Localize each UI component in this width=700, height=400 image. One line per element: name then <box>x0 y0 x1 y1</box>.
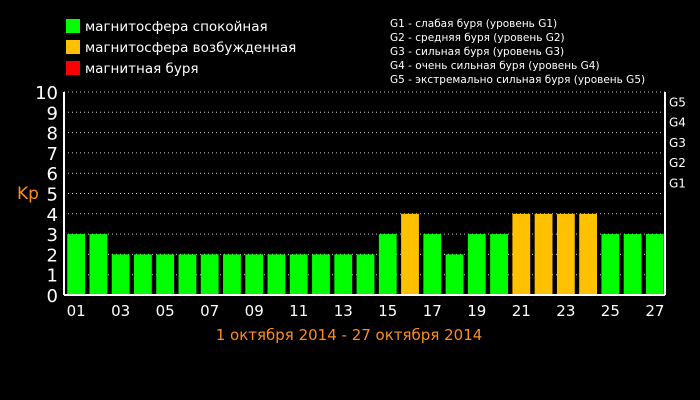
bar-18 <box>445 254 464 295</box>
y-tick-label: 8 <box>47 124 58 145</box>
storm-tick-g1: G1 <box>669 177 686 191</box>
x-tick-label: 03 <box>111 302 130 320</box>
storm-tick-labels: G1 G2 G3 G4 G5 <box>669 95 686 190</box>
x-tick-label: 09 <box>245 302 264 320</box>
bar-11 <box>289 254 308 295</box>
bar-01 <box>67 234 86 295</box>
y-tick-label: 7 <box>47 144 58 165</box>
x-tick-label: 21 <box>512 302 531 320</box>
storm-level-g4: G4 - очень сильная буря (уровень G4) <box>390 60 600 72</box>
storm-levels-legend: G1 - слабая буря (уровень G1) G2 - средн… <box>390 18 645 86</box>
y-tick-label: 2 <box>47 245 58 266</box>
x-axis-title: 1 октября 2014 - 27 октября 2014 <box>216 326 483 344</box>
storm-tick-g2: G2 <box>669 156 686 170</box>
bar-05 <box>156 254 175 295</box>
storm-tick-g4: G4 <box>669 116 686 130</box>
grid <box>64 91 665 276</box>
axes <box>63 92 666 296</box>
bar-16 <box>401 213 419 295</box>
legend-swatch-excited <box>66 40 80 54</box>
storm-level-g2: G2 - средняя буря (уровень G2) <box>390 32 565 44</box>
bar-27 <box>645 234 664 295</box>
bar-14 <box>356 254 375 295</box>
bar-17 <box>423 234 442 295</box>
y-axis-label: Kp <box>17 184 39 204</box>
x-tick-label: 11 <box>289 302 308 320</box>
y-tick-label: 1 <box>47 266 58 287</box>
storm-level-g1: G1 - слабая буря (уровень G1) <box>390 18 557 30</box>
bar-02 <box>89 234 108 295</box>
bar-22 <box>534 213 553 295</box>
bar-15 <box>378 234 397 295</box>
legend-label-storm: магнитная буря <box>85 61 199 77</box>
storm-level-g3: G3 - сильная буря (уровень G3) <box>390 46 564 58</box>
bar-12 <box>312 254 330 295</box>
storm-level-g5: G5 - экстремально сильная буря (уровень … <box>390 74 645 86</box>
bar-09 <box>245 254 264 295</box>
x-tick-label: 27 <box>645 302 664 320</box>
y-tick-label: 10 <box>35 83 58 104</box>
bar-26 <box>623 234 642 295</box>
legend-swatch-quiet <box>66 19 80 33</box>
bar-13 <box>334 254 353 295</box>
legend-label-quiet: магнитосфера спокойная <box>85 19 268 35</box>
bar-03 <box>111 254 130 295</box>
bar-20 <box>490 234 508 295</box>
y-tick-label: 4 <box>47 205 58 226</box>
bar-06 <box>178 254 197 295</box>
x-tick-label: 15 <box>378 302 397 320</box>
y-tick-label: 5 <box>47 185 58 206</box>
legend-swatch-storm <box>66 61 80 75</box>
legend-label-excited: магнитосфера возбужденная <box>85 40 296 56</box>
y-tick-label: 0 <box>47 286 58 307</box>
bar-24 <box>579 213 597 295</box>
bar-21 <box>512 213 531 295</box>
bar-08 <box>223 254 241 295</box>
x-tick-label: 13 <box>334 302 353 320</box>
x-tick-label: 05 <box>156 302 175 320</box>
bar-23 <box>556 213 575 295</box>
bar-19 <box>467 234 486 295</box>
y-tick-label: 6 <box>47 164 58 185</box>
x-tick-label: 19 <box>467 302 486 320</box>
x-tick-label: 25 <box>601 302 620 320</box>
y-tick-label: 3 <box>47 225 58 246</box>
x-tick-label: 23 <box>556 302 575 320</box>
bar-10 <box>267 254 286 295</box>
x-tick-label: 01 <box>67 302 86 320</box>
x-tick-labels: 01 03 05 07 09 11 13 15 17 19 21 23 25 27 <box>67 302 665 320</box>
x-tick-label: 07 <box>200 302 219 320</box>
bar-07 <box>200 254 219 295</box>
bar-25 <box>601 234 620 295</box>
y-tick-label: 9 <box>47 103 58 124</box>
bars <box>67 213 664 295</box>
x-tick-label: 17 <box>423 302 442 320</box>
legend: магнитосфера спокойная магнитосфера возб… <box>66 19 296 77</box>
bar-04 <box>134 254 152 295</box>
storm-tick-g5: G5 <box>669 95 686 109</box>
storm-tick-g3: G3 <box>669 136 686 150</box>
